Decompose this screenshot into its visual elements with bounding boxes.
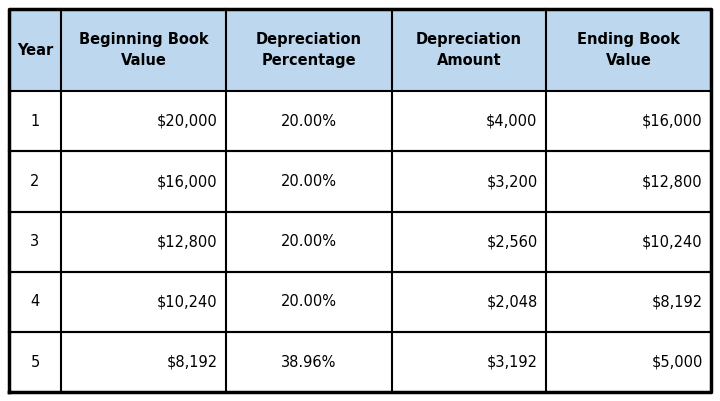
Bar [61, 332, 227, 392]
Text: $5,000: $5,000 [652, 354, 703, 370]
Text: $20,000: $20,000 [157, 114, 218, 129]
Bar [392, 272, 546, 332]
Text: 5: 5 [30, 354, 40, 370]
Text: $10,240: $10,240 [157, 294, 218, 310]
Text: Beginning Book
Value: Beginning Book Value [79, 32, 209, 68]
Bar [9, 152, 61, 212]
Bar [392, 332, 546, 392]
Bar [546, 212, 711, 272]
Bar [227, 91, 392, 152]
Bar [9, 9, 61, 91]
Bar [61, 272, 227, 332]
Text: 20.00%: 20.00% [281, 294, 337, 310]
Bar [546, 152, 711, 212]
Text: $8,192: $8,192 [167, 354, 218, 370]
Text: Year: Year [17, 43, 53, 57]
Text: 20.00%: 20.00% [281, 174, 337, 189]
Bar [61, 212, 227, 272]
Text: $3,192: $3,192 [487, 354, 538, 370]
Bar [227, 9, 392, 91]
Text: 1: 1 [30, 114, 40, 129]
Text: 2: 2 [30, 174, 40, 189]
Text: Depreciation
Percentage: Depreciation Percentage [256, 32, 362, 68]
Text: $2,560: $2,560 [486, 234, 538, 249]
Text: $16,000: $16,000 [157, 174, 218, 189]
Bar [546, 9, 711, 91]
Text: 3: 3 [30, 234, 40, 249]
Text: 38.96%: 38.96% [282, 354, 337, 370]
Text: $10,240: $10,240 [642, 234, 703, 249]
Bar [61, 152, 227, 212]
Bar [61, 91, 227, 152]
Bar [9, 272, 61, 332]
Bar [546, 91, 711, 152]
Text: 20.00%: 20.00% [281, 234, 337, 249]
Text: $12,800: $12,800 [642, 174, 703, 189]
Text: Ending Book
Value: Ending Book Value [577, 32, 680, 68]
Bar [9, 212, 61, 272]
Bar [61, 9, 227, 91]
Bar [227, 212, 392, 272]
Bar [9, 91, 61, 152]
Bar [227, 272, 392, 332]
Text: $3,200: $3,200 [486, 174, 538, 189]
Text: $4,000: $4,000 [486, 114, 538, 129]
Bar [9, 332, 61, 392]
Bar [546, 272, 711, 332]
Bar [227, 332, 392, 392]
Text: $16,000: $16,000 [642, 114, 703, 129]
Bar [227, 152, 392, 212]
Text: $2,048: $2,048 [486, 294, 538, 310]
Text: Depreciation
Amount: Depreciation Amount [416, 32, 522, 68]
Bar [392, 91, 546, 152]
Bar [546, 332, 711, 392]
Text: $8,192: $8,192 [652, 294, 703, 310]
Bar [392, 9, 546, 91]
Text: 20.00%: 20.00% [281, 114, 337, 129]
Text: $12,800: $12,800 [157, 234, 218, 249]
Text: 4: 4 [30, 294, 40, 310]
Bar [392, 152, 546, 212]
Bar [392, 212, 546, 272]
